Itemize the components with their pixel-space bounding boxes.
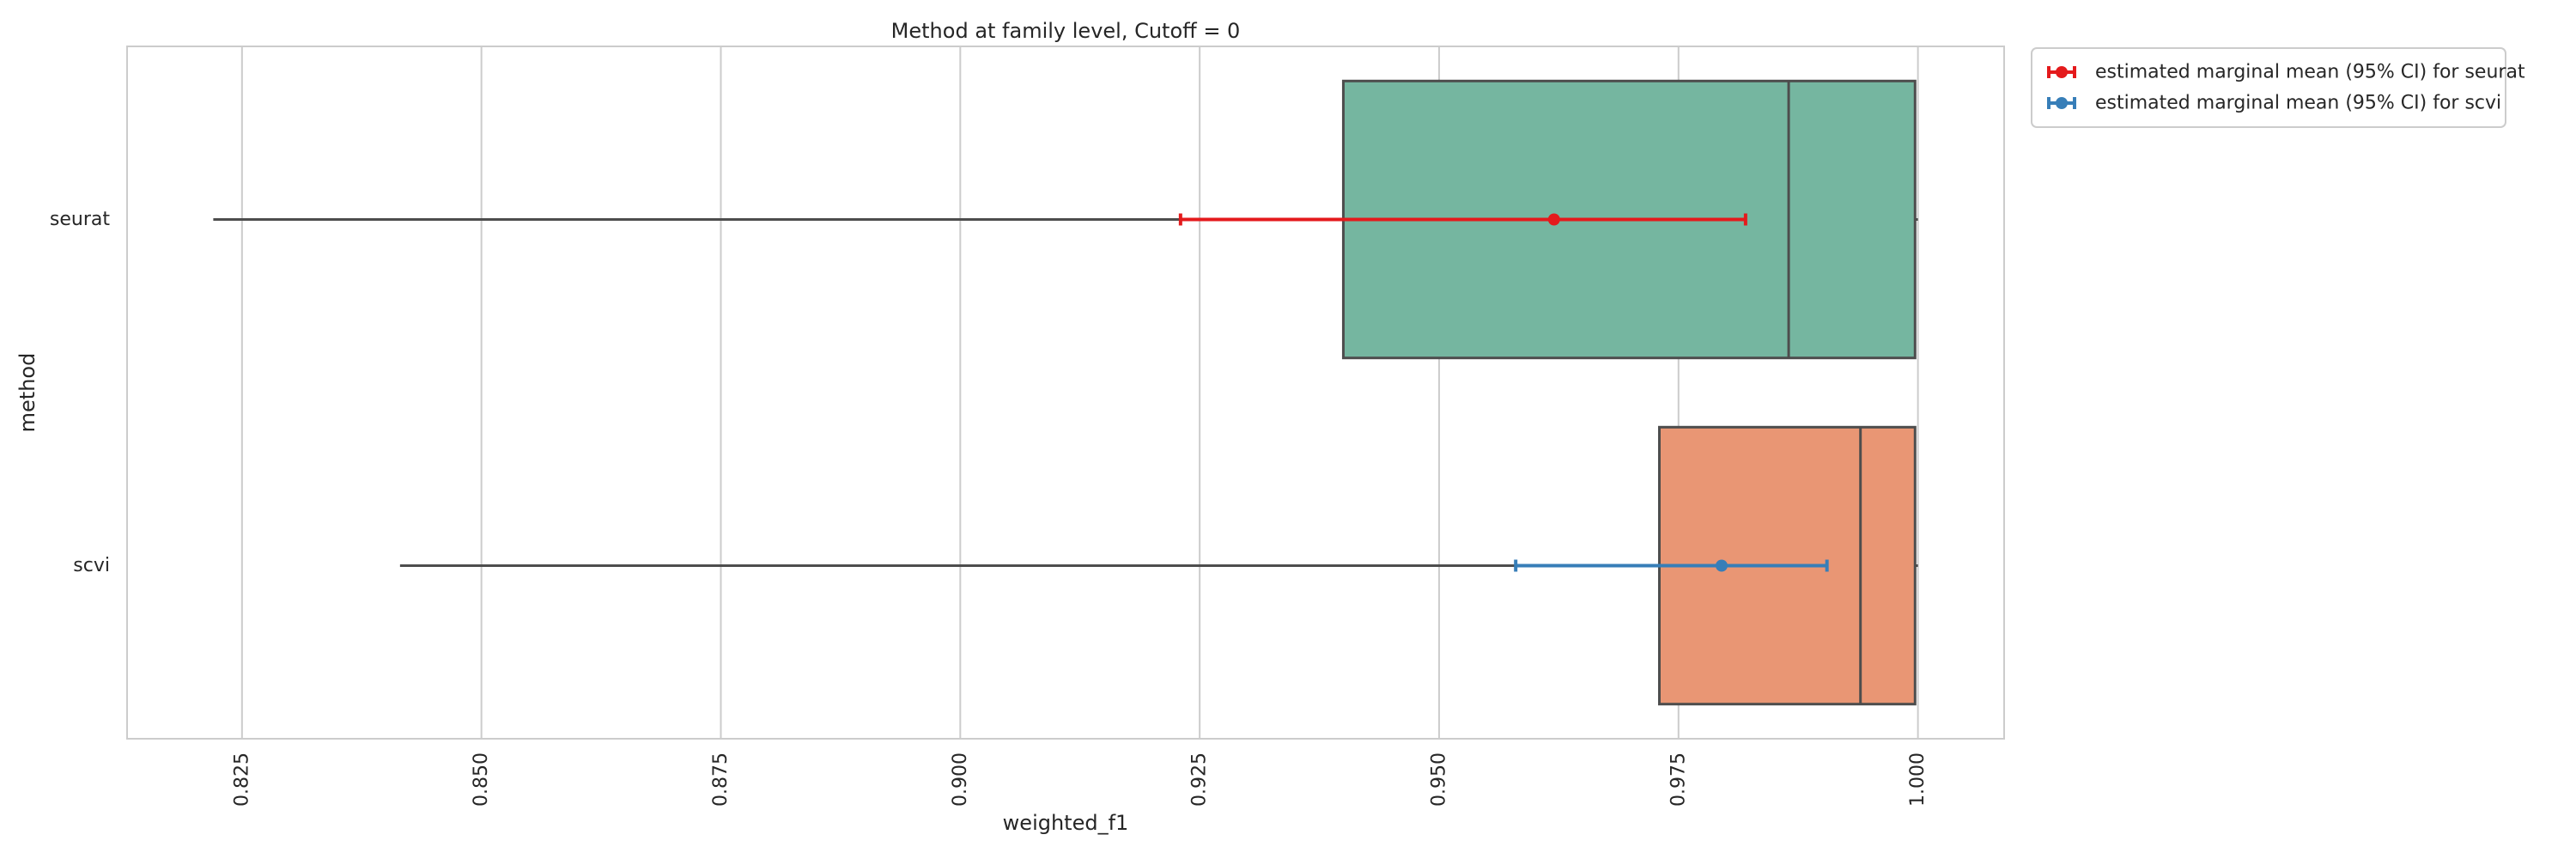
ci-seurat — [1178, 213, 1747, 226]
y-tick-labels: seurat scvi — [50, 209, 110, 576]
mean-point — [1547, 213, 1560, 226]
x-tick-label: 0.875 — [710, 752, 732, 807]
x-tick-label: 0.925 — [1189, 752, 1211, 807]
plot-frame — [126, 46, 2005, 740]
x-tick-label: 0.975 — [1668, 752, 1689, 807]
x-tick-label: 0.900 — [950, 752, 971, 807]
mean-point — [1715, 559, 1728, 572]
legend-label: estimated marginal mean (95% CI) for scv… — [2095, 93, 2501, 114]
legend: estimated marginal mean (95% CI) for seu… — [2031, 47, 2525, 128]
x-tick-label: 0.950 — [1428, 752, 1449, 807]
x-tick-label: 0.850 — [471, 752, 492, 807]
y-tick-label: scvi — [73, 555, 110, 576]
y-tick-label: seurat — [50, 209, 110, 230]
legend-marker — [2056, 97, 2068, 109]
x-axis-label: weighted_f1 — [1003, 811, 1129, 835]
y-axis-label: method — [15, 353, 39, 433]
legend-box — [2031, 47, 2506, 128]
x-tick-label: 0.825 — [231, 752, 252, 807]
x-tick-labels: 0.825 0.850 0.875 0.900 0.925 0.950 0.975 1.000 — [231, 752, 1929, 807]
chart-title: Method at family level, Cutoff = 0 — [891, 19, 1241, 43]
legend-entry: estimated marginal mean (95% CI) for scv… — [2047, 93, 2501, 114]
ci-markers — [1178, 213, 1829, 572]
legend-marker — [2056, 66, 2068, 78]
legend-label: estimated marginal mean (95% CI) for seu… — [2095, 62, 2525, 83]
ci-scvi — [1514, 559, 1829, 572]
legend-entry: estimated marginal mean (95% CI) for seu… — [2047, 62, 2525, 83]
x-tick-label: 1.000 — [1907, 752, 1929, 807]
